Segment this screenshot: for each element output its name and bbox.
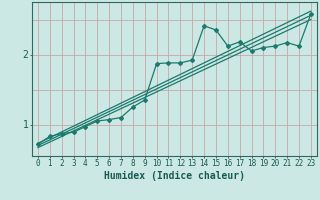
X-axis label: Humidex (Indice chaleur): Humidex (Indice chaleur) xyxy=(104,171,245,181)
